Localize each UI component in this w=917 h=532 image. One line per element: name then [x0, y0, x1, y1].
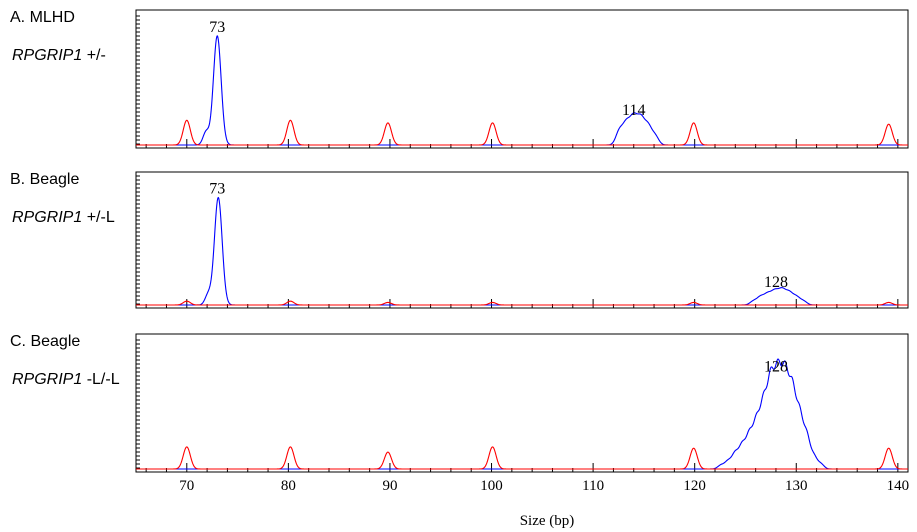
x-tick-label: 70: [179, 478, 194, 494]
peak-size-label: 73: [209, 180, 225, 197]
plot-frame: [135, 171, 909, 309]
size-standard-trace: [135, 446, 909, 470]
x-tick-label: 130: [785, 478, 808, 494]
plot-frame: [135, 9, 909, 149]
x-tick-label: 110: [582, 478, 604, 494]
x-tick-label: 120: [683, 478, 706, 494]
x-axis: 70 80 90 100 110 120 130 140 Size (bp): [179, 478, 909, 529]
panel-title: B. Beagle: [10, 171, 79, 188]
x-axis-title: Size (bp): [520, 513, 575, 529]
genotype-value: +/-: [82, 47, 106, 64]
x-tick-label: 80: [281, 478, 296, 494]
sample-trace: [135, 35, 909, 146]
size-standard-trace: [135, 119, 909, 146]
genotype-label: RPGRIP1 +/-L: [12, 209, 115, 226]
genotype-value: +/-L: [82, 209, 115, 226]
panel-title: C. Beagle: [10, 333, 80, 350]
trace-panel: 73 128 B. Beagle RPGRIP1 +/-L: [10, 171, 909, 309]
peak-size-label: 73: [209, 19, 225, 36]
x-tick-label: 90: [382, 478, 397, 494]
sample-trace: [135, 358, 909, 470]
peak-size-label: 128: [764, 274, 788, 291]
gene-name: RPGRIP1: [12, 371, 82, 388]
genotype-label: RPGRIP1 +/-: [12, 47, 106, 64]
size-standard-trace: [135, 300, 909, 306]
peak-size-label: 128: [764, 358, 788, 375]
trace-panel: 73 114 A. MLHD RPGRIP1 +/-: [10, 9, 909, 149]
sample-trace: [135, 196, 909, 306]
gene-name: RPGRIP1: [12, 209, 82, 226]
plot-frame: [135, 333, 909, 473]
genotype-label: RPGRIP1 -L/-L: [12, 371, 120, 388]
x-tick-label: 100: [480, 478, 503, 494]
x-tick-label: 140: [887, 478, 910, 494]
panel-title: A. MLHD: [10, 9, 75, 26]
gene-name: RPGRIP1: [12, 47, 82, 64]
genotype-value: -L/-L: [82, 371, 119, 388]
trace-panel: 128 C. Beagle RPGRIP1 -L/-L: [10, 333, 909, 473]
peak-size-label: 114: [622, 102, 645, 119]
